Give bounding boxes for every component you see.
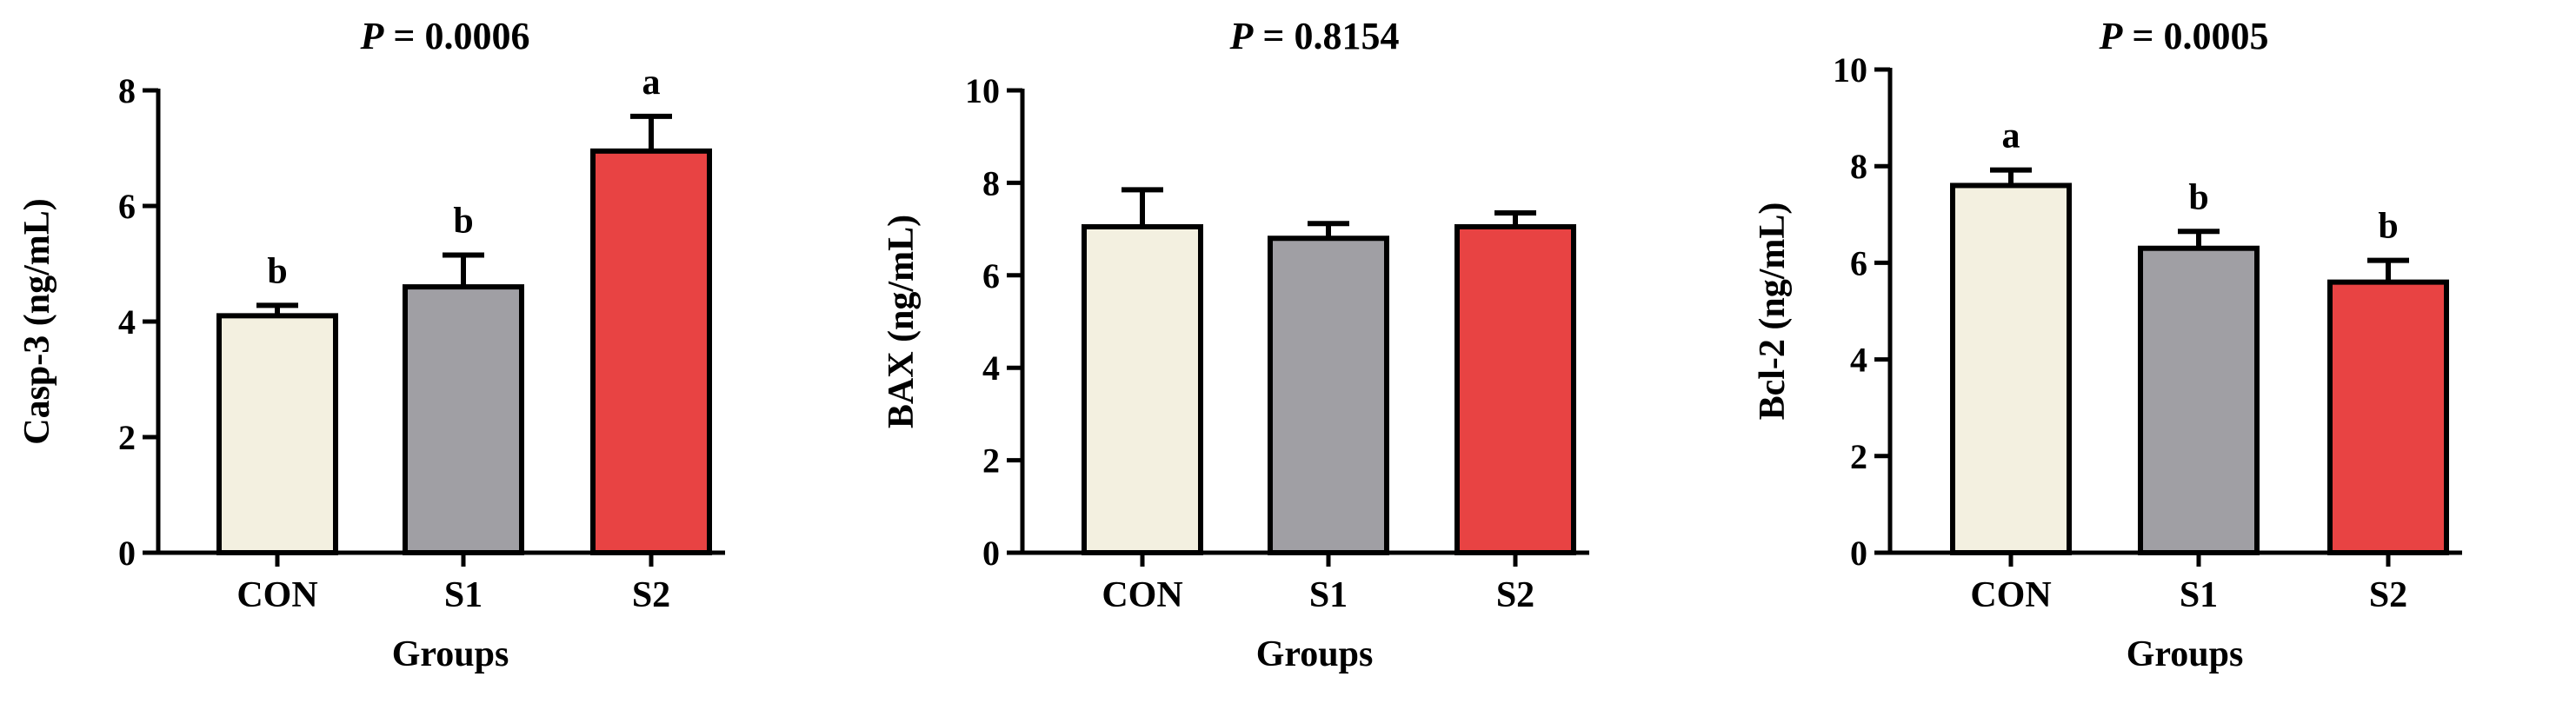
chart-panel-3: P = 0.0005 a CON b S1 b S2 0 2 4 6 8 10 Groups Bcl-2 (…: [1753, 15, 2462, 674]
y-tick-label: 10: [965, 71, 1000, 110]
chart-title: P = 0.8154: [1229, 15, 1400, 57]
y-tick-label: 8: [118, 71, 136, 110]
significance-letter: b: [2378, 207, 2398, 247]
x-tick-label: S1: [444, 575, 483, 615]
y-tick-label: 4: [118, 302, 136, 342]
bar-s2: [1454, 223, 1576, 555]
y-tick-label: 0: [1850, 534, 1867, 573]
significance-letter: b: [267, 251, 287, 291]
x-tick-label: S1: [2180, 575, 2218, 615]
x-axis-title: Groups: [392, 634, 509, 674]
x-tick-label: S2: [1496, 575, 1534, 615]
significance-letter: b: [453, 202, 473, 242]
x-tick-label: CON: [1102, 575, 1182, 615]
significance-letter: a: [642, 63, 661, 103]
y-tick-label: 6: [118, 187, 136, 226]
y-tick-label: 2: [982, 441, 1000, 481]
y-tick-label: 6: [1850, 243, 1867, 282]
bar-con: [1950, 182, 2072, 555]
chart-title-p: P: [360, 15, 385, 57]
significance-letter: b: [2188, 177, 2208, 217]
y-axis-title: BAX (ng/mL): [882, 215, 922, 428]
significance-letter: a: [2002, 116, 2020, 156]
chart-title-p: P: [2099, 15, 2124, 57]
y-tick-label: 0: [118, 534, 136, 573]
y-tick-label: 0: [982, 534, 1000, 573]
y-tick-label: 10: [1833, 50, 1867, 90]
bar-s1: [1268, 236, 1389, 555]
y-tick-label: 2: [118, 418, 136, 457]
bar-s1: [2138, 245, 2260, 555]
bar-con: [1082, 223, 1203, 555]
x-tick-label: CON: [236, 575, 317, 615]
chart-panel-2: P = 0.8154 CON S1 S2 0 2 4 6 8 10 Groups BAX (ng/mL…: [882, 15, 1589, 674]
chart-title-value: = 0.0006: [383, 15, 529, 57]
chart-panel-1: P = 0.0006 b CON b S1 a S2 0 2 4 6 8 Groups Casp-3 (n…: [17, 15, 725, 674]
x-tick-label: S1: [1309, 575, 1348, 615]
chart-title: P = 0.0006: [360, 15, 530, 57]
x-tick-label: S2: [632, 575, 670, 615]
x-axis-title: Groups: [1256, 634, 1374, 674]
bar-s2: [2327, 279, 2449, 555]
bar-s1: [403, 284, 524, 555]
y-tick-label: 2: [1850, 437, 1867, 476]
y-axis-title: Bcl-2 (ng/mL): [1753, 202, 1793, 421]
y-tick-label: 4: [982, 348, 1000, 388]
y-tick-label: 6: [982, 256, 1000, 295]
chart-title-value: = 0.8154: [1253, 15, 1399, 57]
bar-s2: [590, 148, 712, 555]
x-tick-label: CON: [1970, 575, 2051, 615]
chart-title: P = 0.0005: [2099, 15, 2269, 57]
y-tick-label: 4: [1850, 341, 1867, 380]
x-tick-label: S2: [2369, 575, 2407, 615]
y-tick-label: 8: [1850, 147, 1867, 186]
y-tick-label: 8: [982, 163, 1000, 202]
chart-title-value: = 0.0005: [2122, 15, 2268, 57]
chart-title-p: P: [1229, 15, 1255, 57]
y-axis-title: Casp-3 (ng/mL): [17, 198, 57, 445]
bar-con: [216, 313, 338, 555]
x-axis-title: Groups: [2127, 634, 2244, 674]
